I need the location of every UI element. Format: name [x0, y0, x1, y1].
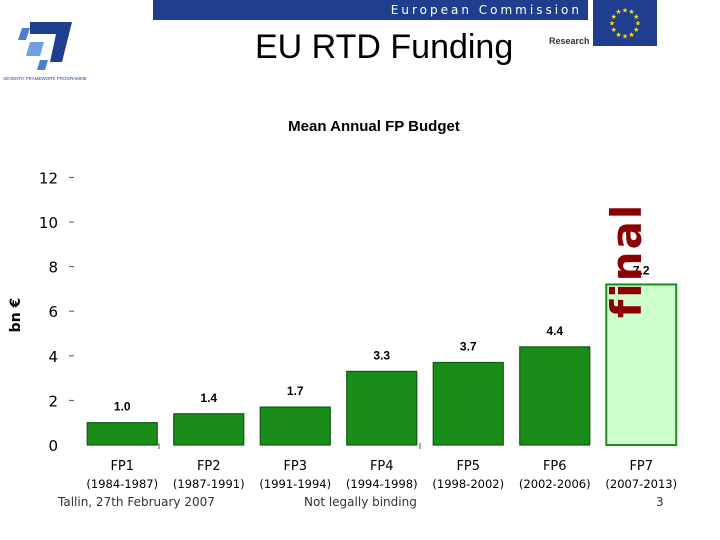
data-label: 3.3 — [373, 348, 390, 362]
bar-fp2 — [173, 413, 245, 446]
x-tick-label: FP6 — [543, 459, 567, 474]
y-tick-label: 8 — [48, 259, 58, 277]
flag-star-icon: ★ — [622, 33, 628, 41]
flag-star-icon: ★ — [615, 8, 621, 16]
x-tick-label: FP2 — [197, 459, 221, 474]
x-period-label: (1994-1998) — [346, 477, 418, 491]
fp7-logo-mark — [18, 22, 72, 70]
highlight-box — [606, 284, 677, 445]
data-label: 4.4 — [546, 324, 563, 338]
flag-star-icon: ★ — [633, 13, 639, 21]
bar-fp6 — [519, 346, 591, 446]
page-title: EU RTD Funding — [255, 28, 514, 66]
bar-fp4 — [346, 370, 418, 446]
y-tick-label: 12 — [39, 169, 58, 187]
bar-fp7 — [605, 283, 678, 446]
x-period-label: (1984-1987) — [86, 477, 158, 491]
x-tick-label: FP1 — [110, 459, 134, 474]
x-tick-label: FP4 — [370, 459, 394, 474]
chart-panel: Mean Annual FP Budget bn € 0 2 4 6 8 10 12 1.0… — [2, 110, 692, 520]
x-tick-label: FP5 — [456, 459, 480, 474]
flag-star-icon: ★ — [622, 7, 628, 15]
flag-star-icon: ★ — [611, 13, 617, 21]
y-tick-label: 10 — [39, 214, 58, 232]
x-period-label: (2002-2006) — [519, 477, 591, 491]
eu-flag-icon: ★ ★ ★ ★ ★ ★ ★ ★ ★ ★ ★ ★ — [593, 0, 657, 46]
flag-star-icon: ★ — [628, 31, 634, 39]
x-tick-label: FP7 — [629, 459, 653, 474]
data-label: 1.4 — [200, 391, 217, 405]
x-period-label: (1991-1994) — [259, 477, 331, 491]
x-period-label: (1987-1991) — [173, 477, 245, 491]
y-tick-label: 0 — [48, 437, 58, 455]
flag-star-icon: ★ — [609, 20, 615, 28]
y-axis-label: bn € — [8, 298, 24, 333]
flag-star-icon: ★ — [635, 20, 641, 28]
research-label: Research — [549, 36, 590, 46]
data-label: 1.7 — [287, 384, 304, 398]
bar-fp5 — [432, 361, 504, 446]
flag-star-icon: ★ — [615, 31, 621, 39]
data-label: 7.2 — [633, 263, 650, 277]
fp7-logo-text: SEVENTH FRAMEWORK PROGRAMME — [3, 76, 87, 81]
fp7-logo: SEVENTH FRAMEWORK PROGRAMME — [0, 0, 150, 100]
bar-fp3 — [259, 406, 331, 446]
footer-disclaimer: Not legally binding — [304, 495, 417, 509]
x-tick-label: FP3 — [283, 459, 307, 474]
footer-location-date: Tallin, 27th February 2007 — [58, 495, 215, 509]
x-period-label: (2007-2013) — [605, 477, 677, 491]
page-number: 3 — [656, 495, 664, 509]
data-label: 1.0 — [114, 400, 131, 414]
chart-title: Mean Annual FP Budget — [288, 118, 460, 135]
x-period-label: (1998-2002) — [432, 477, 504, 491]
flag-star-icon: ★ — [628, 8, 634, 16]
y-tick-label: 4 — [48, 348, 58, 366]
final-annotation-text: final — [602, 208, 649, 318]
flag-star-icon: ★ — [633, 26, 639, 34]
y-tick-label: 6 — [48, 303, 58, 321]
final-annotation: final — [602, 208, 649, 318]
bar-fp1 — [86, 422, 158, 446]
flag-star-icon: ★ — [611, 26, 617, 34]
european-commission-banner: European Commission — [153, 0, 588, 20]
bar-chart: Mean Annual FP Budget bn € 0 2 4 6 8 10 12 1.0… — [8, 118, 678, 491]
y-tick-label: 2 — [48, 392, 58, 410]
data-label: 3.7 — [460, 339, 477, 353]
